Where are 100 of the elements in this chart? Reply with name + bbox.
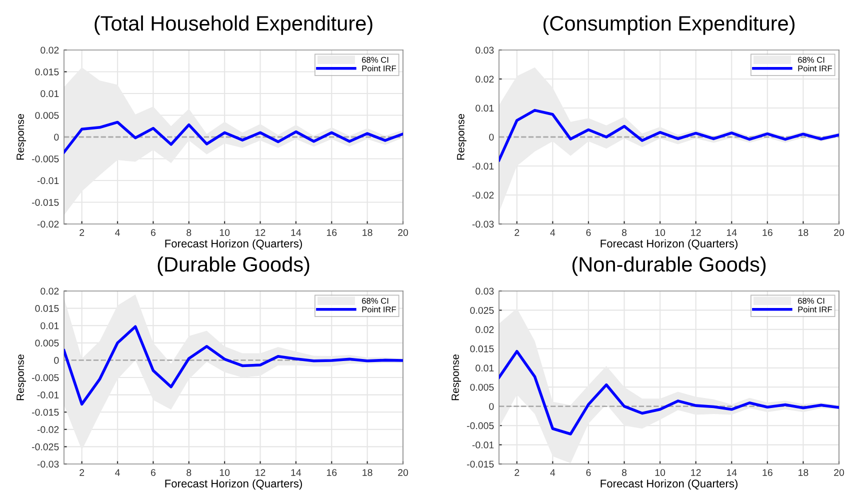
x-tick-label: 16 [762, 469, 772, 476]
x-tick-label: 10 [655, 229, 666, 236]
x-axis-title: Forecast Horizon (Quarters) [165, 239, 302, 250]
x-tick-label: 4 [550, 469, 556, 476]
y-tick-label: -0.02 [37, 426, 59, 434]
y-tick-label: -0.03 [37, 460, 59, 468]
y-tick-label: -0.01 [472, 162, 494, 170]
x-tick-label: 18 [798, 469, 808, 476]
y-tick-label: -0.005 [32, 155, 59, 162]
y-tick-label: 0.005 [35, 340, 59, 347]
x-axis-title: Forecast Horizon (Quarters) [165, 479, 302, 490]
chart-title: (Non-durable Goods) [572, 256, 766, 276]
y-tick-label: 0.015 [35, 305, 59, 312]
y-tick-label: 0.005 [470, 384, 494, 391]
x-tick-label: 8 [622, 229, 627, 236]
y-tick-label: -0.02 [37, 220, 59, 228]
y-tick-label: 0.02 [40, 288, 59, 295]
y-axis-title: Response [16, 114, 26, 160]
x-tick-label: 14 [291, 469, 302, 476]
x-tick-label: 8 [186, 469, 192, 476]
y-tick-label: 0.005 [35, 112, 59, 119]
y-tick-label: -0.01 [37, 392, 59, 398]
x-tick-label: 18 [362, 469, 372, 476]
chart-title: (Consumption Expenditure) [544, 15, 795, 35]
x-tick-label: 6 [151, 229, 156, 236]
x-tick-label: 10 [220, 469, 230, 476]
legend-label: Point IRF [798, 306, 832, 312]
x-tick-label: 20 [834, 229, 844, 236]
x-tick-label: 20 [398, 229, 408, 236]
chart-title: (Durable Goods) [158, 256, 310, 276]
y-tick-label: -0.02 [472, 192, 494, 199]
x-tick-label: 2 [514, 229, 520, 236]
y-axis-title: Response [16, 354, 26, 400]
y-tick-label: 0.01 [476, 104, 494, 112]
y-axis-title: Response [457, 114, 466, 160]
y-tick-label: -0.015 [32, 198, 59, 206]
x-tick-label: 14 [726, 229, 737, 236]
y-tick-label: 0 [489, 403, 494, 410]
x-tick-label: 4 [550, 229, 556, 236]
x-axis-title: Forecast Horizon (Quarters) [600, 479, 738, 490]
chart-title: (Total Household Expenditure) [94, 15, 372, 35]
x-tick-label: 16 [326, 229, 337, 236]
y-tick-label: 0.015 [35, 68, 59, 76]
y-tick-label: -0.01 [472, 442, 494, 448]
x-tick-label: 4 [115, 469, 120, 476]
y-tick-label: 0.03 [476, 46, 494, 54]
line-series [499, 350, 839, 436]
x-tick-label: 10 [655, 469, 666, 476]
y-tick-label: 0.015 [470, 345, 494, 352]
x-tick-label: 12 [691, 229, 701, 236]
x-tick-label: 16 [762, 229, 772, 236]
x-tick-label: 16 [326, 469, 337, 476]
x-tick-label: 8 [622, 469, 627, 476]
x-tick-label: 8 [186, 229, 192, 236]
line-series [499, 108, 839, 162]
y-tick-label: 0 [489, 134, 494, 141]
y-tick-label: 0.02 [476, 76, 494, 83]
line-series [64, 325, 403, 406]
y-tick-label: 0.01 [40, 322, 59, 330]
x-tick-label: 18 [798, 229, 808, 236]
y-tick-label: -0.025 [32, 443, 59, 450]
y-tick-label: 0.025 [470, 306, 494, 314]
annotation: 68% CI [362, 298, 388, 304]
line-series [64, 120, 403, 154]
legend-label: Point IRF [798, 65, 832, 72]
y-tick-label: -0.005 [32, 374, 59, 382]
annotation: 68% CI [798, 298, 824, 304]
x-tick-label: 2 [80, 229, 84, 236]
legend-label: Point IRF [362, 65, 396, 72]
y-tick-label: 0.01 [40, 90, 59, 98]
x-axis-title: Forecast Horizon (Quarters) [600, 239, 738, 250]
y-tick-label: 0.02 [40, 46, 59, 54]
y-tick-label: 0 [54, 134, 59, 141]
x-tick-label: 6 [586, 229, 591, 236]
y-tick-label: -0.005 [467, 422, 494, 430]
x-tick-label: 12 [256, 229, 266, 236]
x-tick-label: 6 [586, 469, 591, 476]
x-tick-label: 14 [291, 229, 302, 236]
x-tick-label: 2 [514, 469, 520, 476]
y-tick-label: -0.03 [472, 220, 494, 228]
y-axis-title: Response [452, 354, 462, 400]
x-tick-label: 20 [834, 469, 844, 476]
x-tick-label: 20 [398, 469, 408, 476]
y-tick-label: 0.01 [476, 364, 494, 372]
y-tick-label: 0 [54, 356, 59, 364]
y-tick-label: 0.03 [476, 288, 494, 295]
y-tick-label: -0.015 [32, 408, 59, 416]
x-tick-label: 2 [80, 469, 84, 476]
annotation: 68% CI [798, 56, 824, 63]
x-tick-label: 18 [362, 229, 372, 236]
legend-label: Point IRF [362, 306, 396, 312]
annotation: 68% CI [362, 56, 388, 63]
x-tick-label: 10 [220, 229, 230, 236]
y-tick-label: 0.02 [476, 326, 494, 334]
x-tick-label: 12 [256, 469, 266, 476]
x-tick-label: 12 [691, 469, 701, 476]
y-tick-label: -0.01 [37, 177, 59, 184]
x-tick-label: 6 [151, 469, 156, 476]
x-tick-label: 14 [726, 469, 737, 476]
y-tick-label: -0.015 [467, 460, 494, 468]
